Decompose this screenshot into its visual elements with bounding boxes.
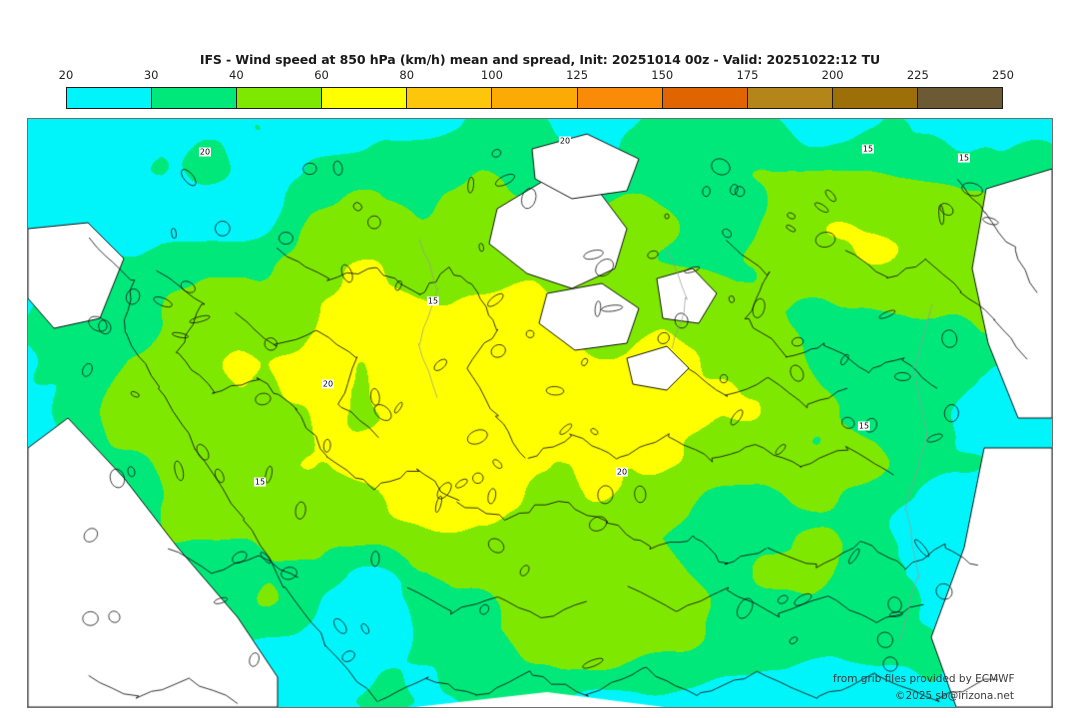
credit-copyright: ©2025 sb@irizona.net bbox=[895, 690, 1014, 702]
colorbar-tick-30: 30 bbox=[143, 68, 159, 82]
colorbar-tick-250: 250 bbox=[992, 68, 1014, 82]
colorbar-tick-225: 225 bbox=[906, 68, 929, 82]
contour-label: 15 bbox=[861, 144, 875, 154]
colorbar-tick-175: 175 bbox=[736, 68, 759, 82]
map-panel[interactable]: 20 15 20 15 20 15 15 15 20 bbox=[27, 118, 1053, 708]
colorbar-tick-80: 80 bbox=[399, 68, 415, 82]
colorbar-swatch-100-125 bbox=[492, 88, 578, 108]
contour-label: 15 bbox=[426, 296, 440, 306]
contour-label: 15 bbox=[857, 421, 871, 431]
colorbar-tick-40: 40 bbox=[229, 68, 244, 82]
colorbar-tick-100: 100 bbox=[480, 68, 503, 82]
page-title: IFS - Wind speed at 850 hPa (km/h) mean … bbox=[199, 52, 881, 67]
weather-map-canvas[interactable] bbox=[28, 119, 1052, 707]
colorbar-swatch-60-80 bbox=[322, 88, 408, 108]
colorbar-swatch-225-250 bbox=[917, 88, 1003, 108]
colorbar-tick-200: 200 bbox=[821, 68, 844, 82]
contour-label: 15 bbox=[957, 153, 971, 163]
contour-label: 20 bbox=[198, 147, 212, 157]
colorbar-tick-60: 60 bbox=[314, 68, 329, 82]
colorbar: 20 30 40 60 80 100 125 150 175 200 225 250 bbox=[59, 68, 1014, 110]
colorbar-swatch-20-30 bbox=[67, 88, 153, 108]
colorbar-swatch-150-175 bbox=[662, 88, 748, 108]
colorbar-tick-150: 150 bbox=[651, 68, 674, 82]
colorbar-swatch-80-100 bbox=[407, 88, 493, 108]
contour-label: 20 bbox=[558, 136, 572, 146]
colorbar-swatches bbox=[66, 87, 1003, 109]
colorbar-swatch-200-225 bbox=[832, 88, 918, 108]
contour-label: 20 bbox=[615, 467, 629, 477]
colorbar-tick-125: 125 bbox=[566, 68, 589, 82]
colorbar-swatch-30-40 bbox=[152, 88, 238, 108]
colorbar-tick-20: 20 bbox=[58, 68, 74, 82]
colorbar-swatch-125-150 bbox=[577, 88, 663, 108]
contour-label: 20 bbox=[321, 379, 335, 389]
colorbar-swatch-175-200 bbox=[747, 88, 833, 108]
contour-label: 15 bbox=[253, 477, 267, 487]
colorbar-swatch-40-60 bbox=[237, 88, 323, 108]
credit-source: from grib files provided by ECMWF bbox=[833, 673, 1015, 685]
colorbar-tick-labels: 20 30 40 60 80 100 125 150 175 200 225 250 bbox=[59, 68, 1014, 86]
